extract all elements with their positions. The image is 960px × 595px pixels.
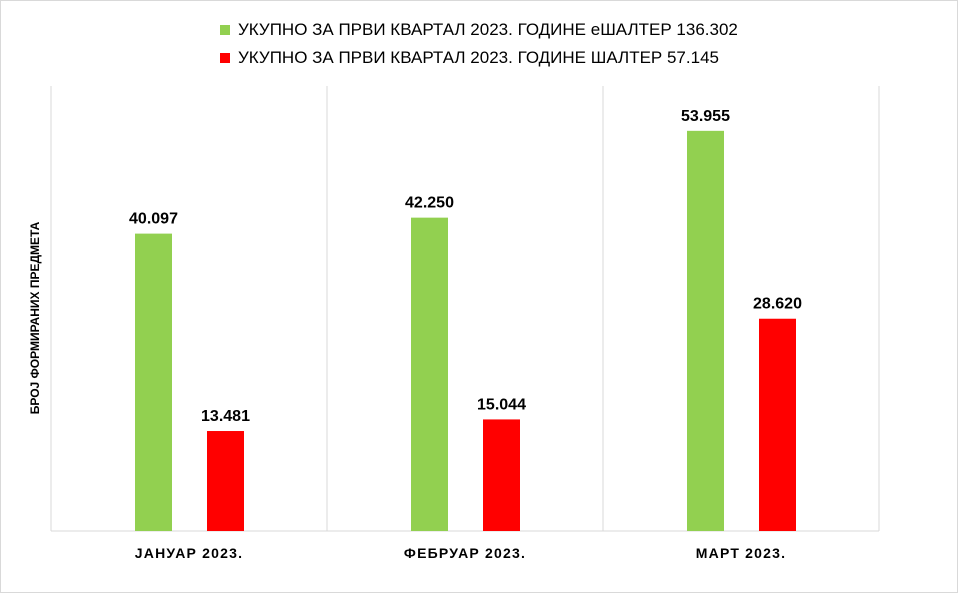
data-label: 28.620: [753, 296, 802, 313]
data-label: 40.097: [129, 211, 178, 228]
legend-item-eshalter: УКУПНО ЗА ПРВИ КВАРТАЛ 2023. ГОДИНЕ еШАЛ…: [220, 20, 740, 40]
category-label: ФЕБРУАР 2023.: [404, 545, 526, 561]
data-label: 42.250: [405, 195, 454, 212]
data-label: 13.481: [201, 408, 250, 425]
legend-label-eshalter: УКУПНО ЗА ПРВИ КВАРТАЛ 2023. ГОДИНЕ еШАЛ…: [238, 20, 738, 39]
bar: [687, 130, 724, 532]
bar: [483, 419, 520, 531]
legend-item-shalter: УКУПНО ЗА ПРВИ КВАРТАЛ 2023. ГОДИНЕ ШАЛТ…: [220, 48, 740, 68]
legend-label-shalter: УКУПНО ЗА ПРВИ КВАРТАЛ 2023. ГОДИНЕ ШАЛТ…: [238, 48, 719, 67]
bar: [759, 318, 796, 531]
category-label: ЈАНУАР 2023.: [135, 545, 243, 561]
bar: [411, 217, 448, 532]
bar: [207, 431, 244, 531]
data-label: 15.044: [477, 396, 526, 413]
legend: УКУПНО ЗА ПРВИ КВАРТАЛ 2023. ГОДИНЕ еШАЛ…: [0, 20, 960, 68]
legend-swatch-green: [220, 25, 230, 35]
legend-swatch-red: [220, 53, 230, 63]
bar: [135, 233, 172, 531]
category-label: МАРТ 2023.: [696, 545, 786, 561]
data-label: 53.955: [681, 108, 730, 125]
